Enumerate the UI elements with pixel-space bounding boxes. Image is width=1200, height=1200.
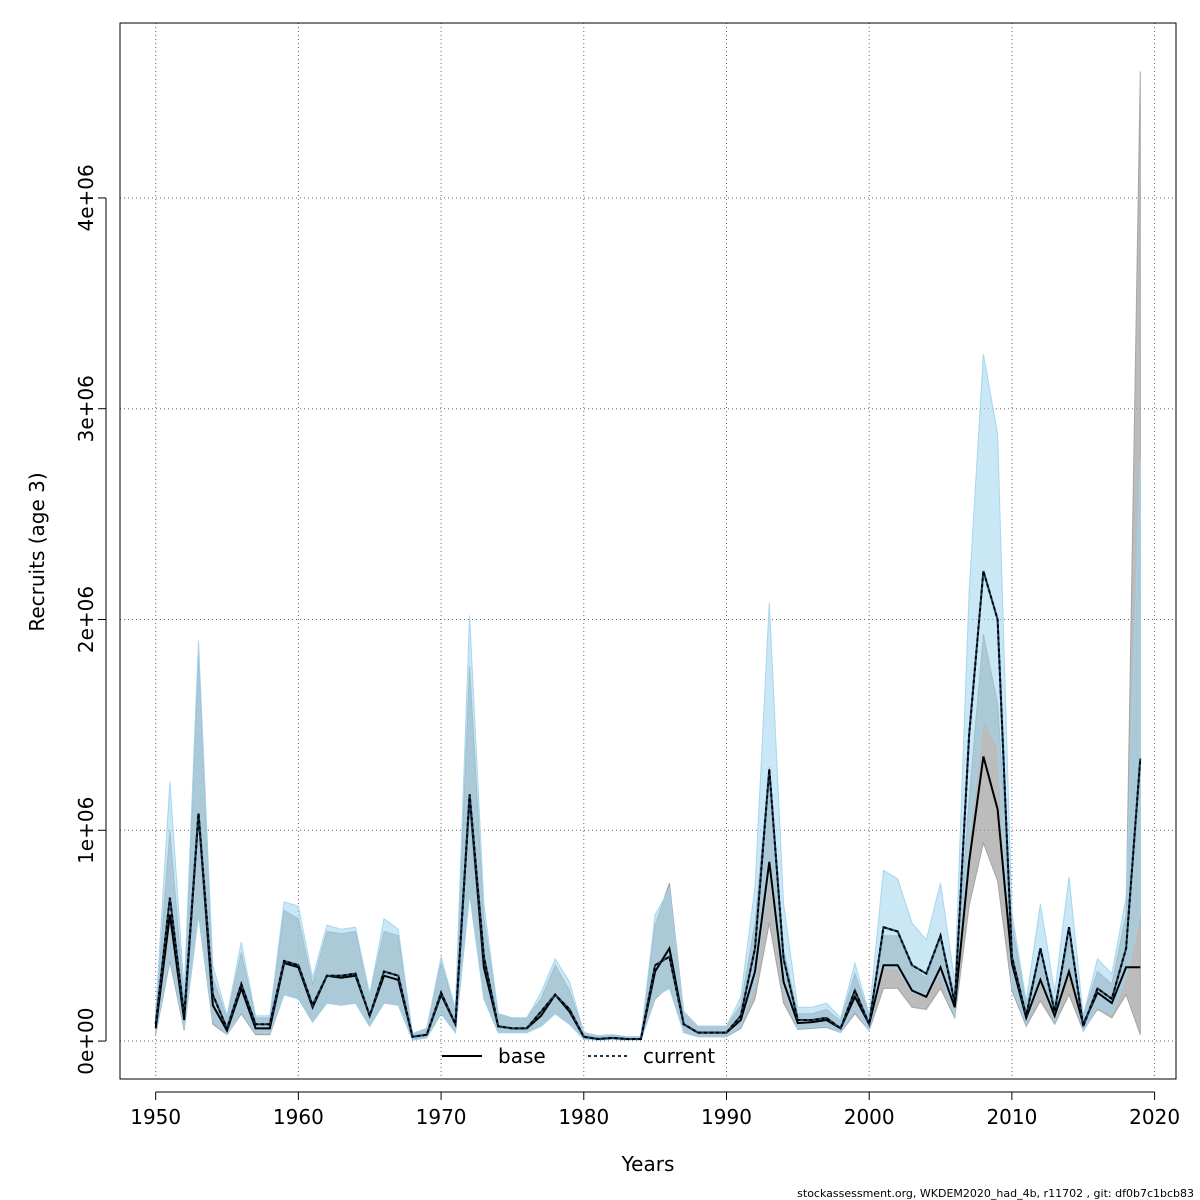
plot-frame <box>119 22 1177 1080</box>
legend-current-label: current <box>643 1044 715 1068</box>
y-tick-label: 2e+06 <box>74 586 98 653</box>
y-axis-title: Recruits (age 3) <box>25 472 49 631</box>
x-axis: 1950 1960 1970 1980 1990 2000 2010 2020 <box>130 1091 1180 1129</box>
series-line-current <box>154 570 1142 1041</box>
legend-base-label: base <box>498 1044 546 1068</box>
band-current <box>155 353 1141 1041</box>
grid <box>120 23 1176 1079</box>
confidence-bands <box>155 71 1141 1041</box>
x-tick-label: 1990 <box>701 1105 752 1129</box>
x-tick-label: 1960 <box>273 1105 324 1129</box>
y-tick-label: 1e+06 <box>74 797 98 864</box>
y-tick-label: 4e+06 <box>74 164 98 231</box>
y-tick-label: 3e+06 <box>74 375 98 442</box>
y-tick-label: 0e+00 <box>74 1007 98 1074</box>
x-tick-label: 2000 <box>844 1105 895 1129</box>
x-tick-label: 1970 <box>416 1105 467 1129</box>
x-tick-label: 1950 <box>130 1105 181 1129</box>
x-axis-title: Years <box>621 1152 675 1176</box>
footer-credit: stockassessment.org, WKDEM2020_had_4b, r… <box>797 1187 1194 1200</box>
x-tick-label: 2010 <box>986 1105 1037 1129</box>
series-lines <box>154 570 1142 1041</box>
x-tick-label: 2020 <box>1129 1105 1180 1129</box>
legend: base current <box>442 1044 715 1068</box>
x-tick-label: 1980 <box>558 1105 609 1129</box>
y-axis: 0e+00 1e+06 2e+06 3e+06 4e+06 <box>74 164 107 1075</box>
